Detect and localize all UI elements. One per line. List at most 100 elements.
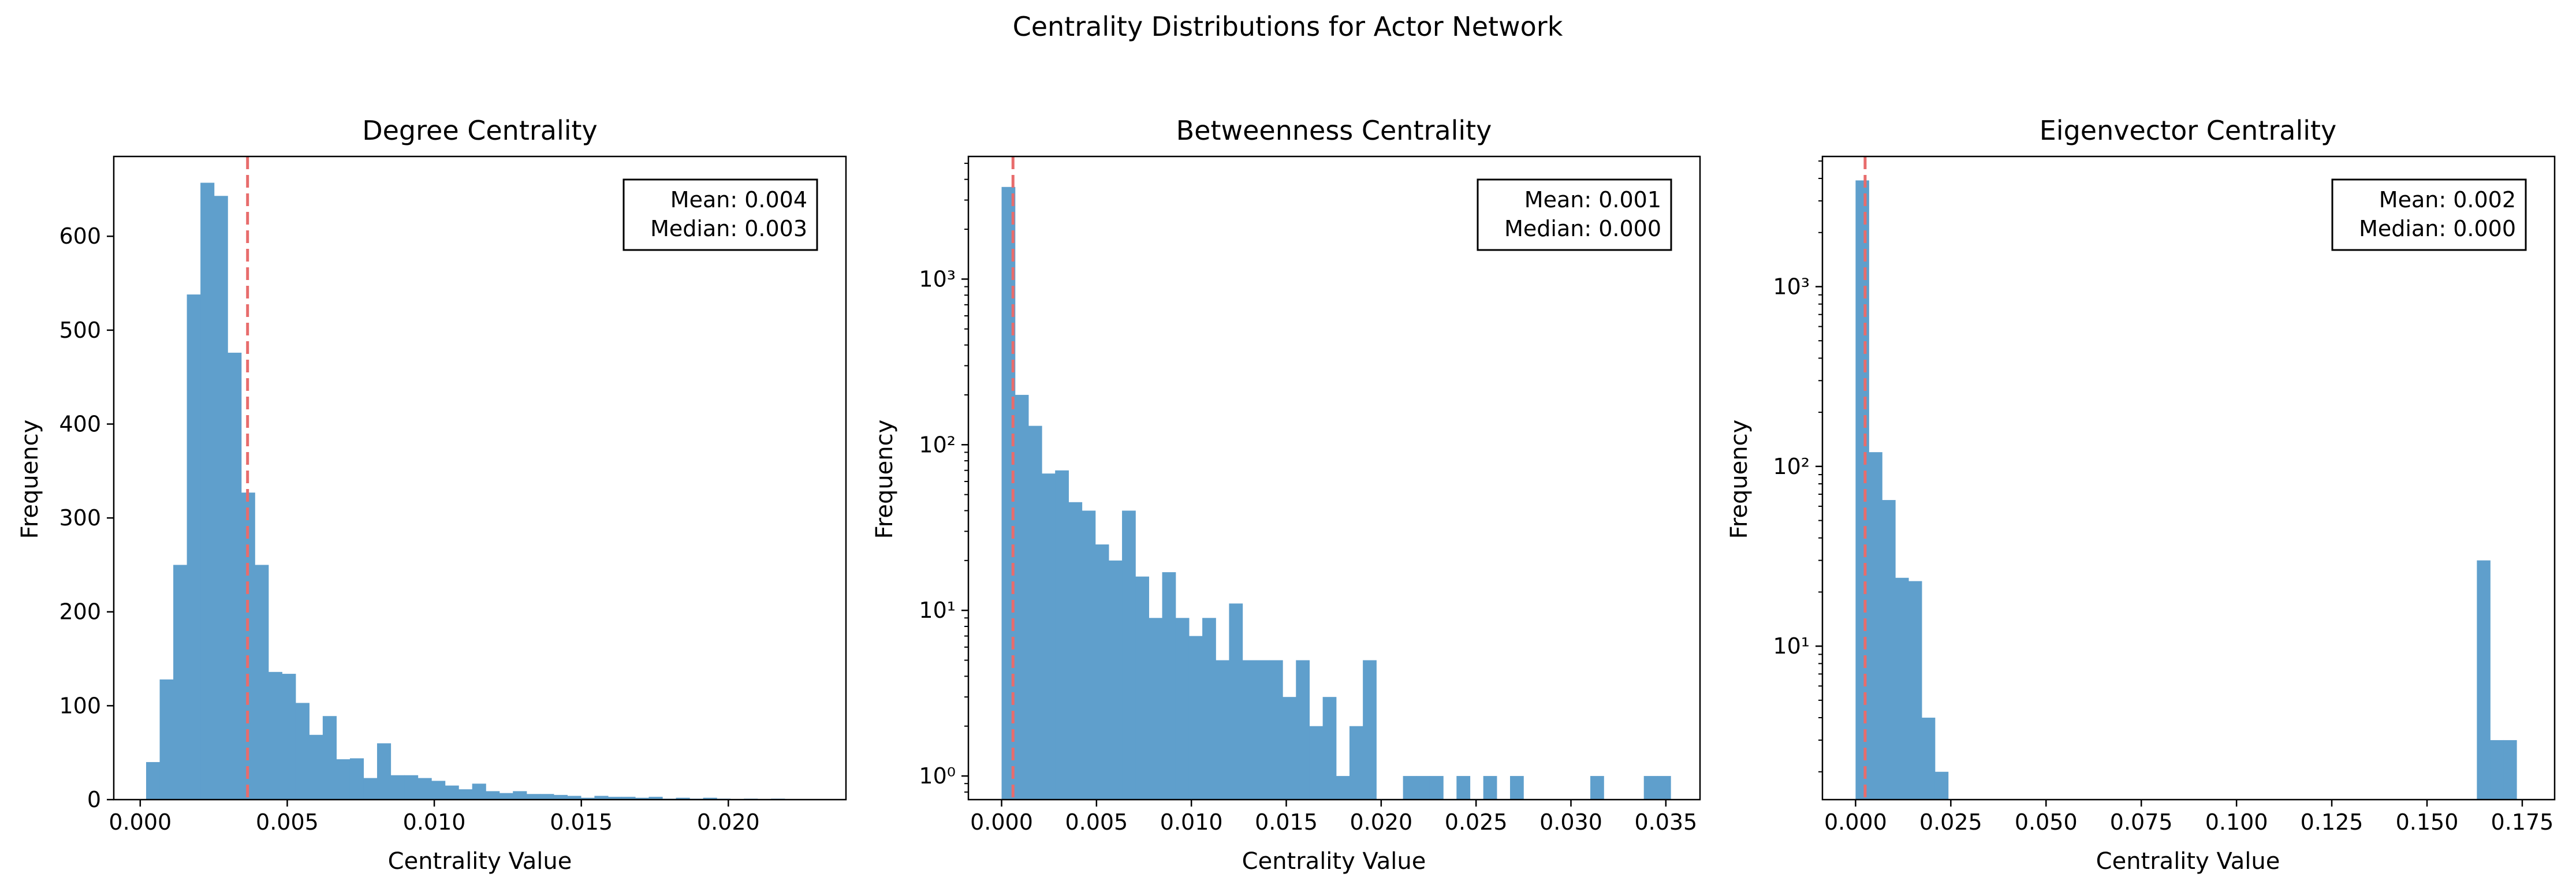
histogram-bar bbox=[2490, 740, 2504, 800]
histogram-bar bbox=[1908, 581, 1922, 800]
histogram-bar bbox=[703, 797, 717, 800]
histogram-bar bbox=[1643, 776, 1658, 800]
histogram-bar bbox=[349, 758, 364, 800]
panel-degree-centrality: Degree Centrality Centrality Value Frequ… bbox=[17, 115, 847, 875]
x-tick-label: 0.125 bbox=[2301, 809, 2363, 835]
histogram-bar bbox=[1882, 500, 1896, 800]
stats-box bbox=[1477, 178, 1672, 251]
bars bbox=[146, 182, 785, 800]
x-tick-label: 0.035 bbox=[1634, 809, 1697, 835]
histogram-bar bbox=[1657, 776, 1671, 800]
histogram-bar bbox=[1095, 544, 1109, 800]
stats-mean: Mean: 0.004 bbox=[670, 187, 807, 212]
histogram-bar bbox=[1082, 510, 1096, 800]
histogram-bar bbox=[1015, 394, 1029, 800]
y-tick-label: 300 bbox=[59, 505, 101, 531]
x-tick-label: 0.025 bbox=[1445, 809, 1508, 835]
histogram-bar bbox=[499, 793, 513, 800]
histogram-bar bbox=[1921, 718, 1936, 800]
y-tick-label: 10⁰ bbox=[919, 763, 956, 789]
histogram-bar bbox=[2503, 740, 2517, 800]
panel-title: Degree Centrality bbox=[362, 115, 598, 146]
axes-frame bbox=[967, 155, 1701, 801]
histogram-bar bbox=[390, 775, 405, 800]
x-tick-label: 0.000 bbox=[109, 809, 172, 835]
histogram-bar bbox=[580, 797, 595, 800]
y-tick-label: 0 bbox=[87, 787, 101, 812]
histogram-bar bbox=[322, 716, 337, 800]
y-tick-label: 100 bbox=[59, 693, 101, 718]
histogram-bar bbox=[567, 796, 581, 800]
histogram-bar bbox=[1149, 618, 1163, 800]
panel-title: Eigenvector Centrality bbox=[2040, 115, 2337, 146]
y-tick-label: 10² bbox=[919, 432, 956, 457]
histogram-bar bbox=[200, 182, 215, 800]
histogram-bar bbox=[268, 671, 282, 800]
histogram-bar bbox=[594, 796, 609, 800]
histogram-bar bbox=[1363, 660, 1377, 800]
histogram-bar bbox=[1429, 776, 1444, 800]
y-axis-label: Frequency bbox=[17, 420, 43, 539]
histogram-bar bbox=[607, 797, 622, 800]
histogram-bar bbox=[336, 759, 351, 800]
x-tick-label: 0.005 bbox=[1065, 809, 1128, 835]
stats-median: Median: 0.000 bbox=[1504, 216, 1661, 241]
histogram-bar bbox=[1322, 697, 1337, 800]
histogram-bar bbox=[1416, 776, 1430, 800]
bars bbox=[1001, 186, 1671, 800]
x-tick-label: 0.150 bbox=[2396, 809, 2459, 835]
histogram-bar bbox=[1456, 776, 1471, 800]
histogram-bar bbox=[1283, 697, 1296, 800]
x-tick-label: 0.000 bbox=[1824, 809, 1887, 835]
histogram-bar bbox=[1483, 776, 1497, 800]
histogram-bar bbox=[228, 352, 242, 800]
histogram-bar bbox=[1229, 603, 1243, 800]
histogram-bar bbox=[472, 783, 486, 800]
x-tick-label: 0.015 bbox=[1255, 809, 1318, 835]
histogram-bar bbox=[676, 797, 690, 800]
stats-mean: Mean: 0.002 bbox=[2379, 187, 2516, 212]
histogram-bar bbox=[635, 797, 650, 800]
histogram-bar bbox=[1042, 473, 1056, 800]
histogram-bar bbox=[1135, 576, 1149, 800]
y-tick-label: 10¹ bbox=[919, 598, 956, 623]
y-tick-label: 10³ bbox=[1773, 274, 1810, 299]
histogram-bar bbox=[1216, 660, 1230, 800]
histogram-bar bbox=[1202, 618, 1216, 800]
histogram-bar bbox=[1510, 776, 1524, 800]
histogram-bar bbox=[1855, 180, 1869, 800]
histogram-bar bbox=[1934, 771, 1949, 800]
stats-box bbox=[2331, 178, 2527, 251]
y-axis-label: Frequency bbox=[1726, 420, 1753, 539]
x-tick-label: 0.050 bbox=[2015, 809, 2078, 835]
histogram-bar bbox=[1162, 572, 1176, 800]
histogram-bar bbox=[648, 797, 663, 800]
x-tick-label: 0.010 bbox=[1160, 809, 1223, 835]
panel-betweenness-centrality: Betweenness Centrality Centrality Value … bbox=[871, 115, 1701, 875]
x-axis-label: Centrality Value bbox=[2096, 848, 2280, 875]
histogram-bar bbox=[309, 734, 323, 800]
x-tick-label: 0.175 bbox=[2491, 809, 2554, 835]
x-tick-label: 0.100 bbox=[2205, 809, 2268, 835]
histogram-bar bbox=[1188, 636, 1203, 800]
x-tick-label: 0.015 bbox=[550, 809, 613, 835]
histogram-bar bbox=[1349, 726, 1363, 800]
histogram-bar bbox=[486, 791, 500, 800]
histogram-bar bbox=[282, 674, 296, 800]
y-tick-label: 200 bbox=[59, 599, 101, 625]
histogram-bar bbox=[1336, 776, 1350, 800]
histogram-bar bbox=[187, 294, 201, 800]
axes-frame bbox=[113, 155, 847, 801]
histogram-bar bbox=[214, 196, 228, 800]
histogram-bar bbox=[376, 743, 392, 800]
histogram-bar bbox=[404, 775, 419, 800]
y-tick-label: 10¹ bbox=[1773, 633, 1810, 659]
histogram-bar bbox=[146, 762, 161, 800]
x-tick-label: 0.075 bbox=[2110, 809, 2173, 835]
y-tick-label: 400 bbox=[59, 411, 101, 436]
panel-eigenvector-centrality: Eigenvector Centrality Centrality Value … bbox=[1726, 115, 2556, 875]
x-axis-label: Centrality Value bbox=[1242, 848, 1426, 875]
histogram-bar bbox=[1296, 660, 1310, 800]
histogram-bar bbox=[1122, 510, 1136, 800]
